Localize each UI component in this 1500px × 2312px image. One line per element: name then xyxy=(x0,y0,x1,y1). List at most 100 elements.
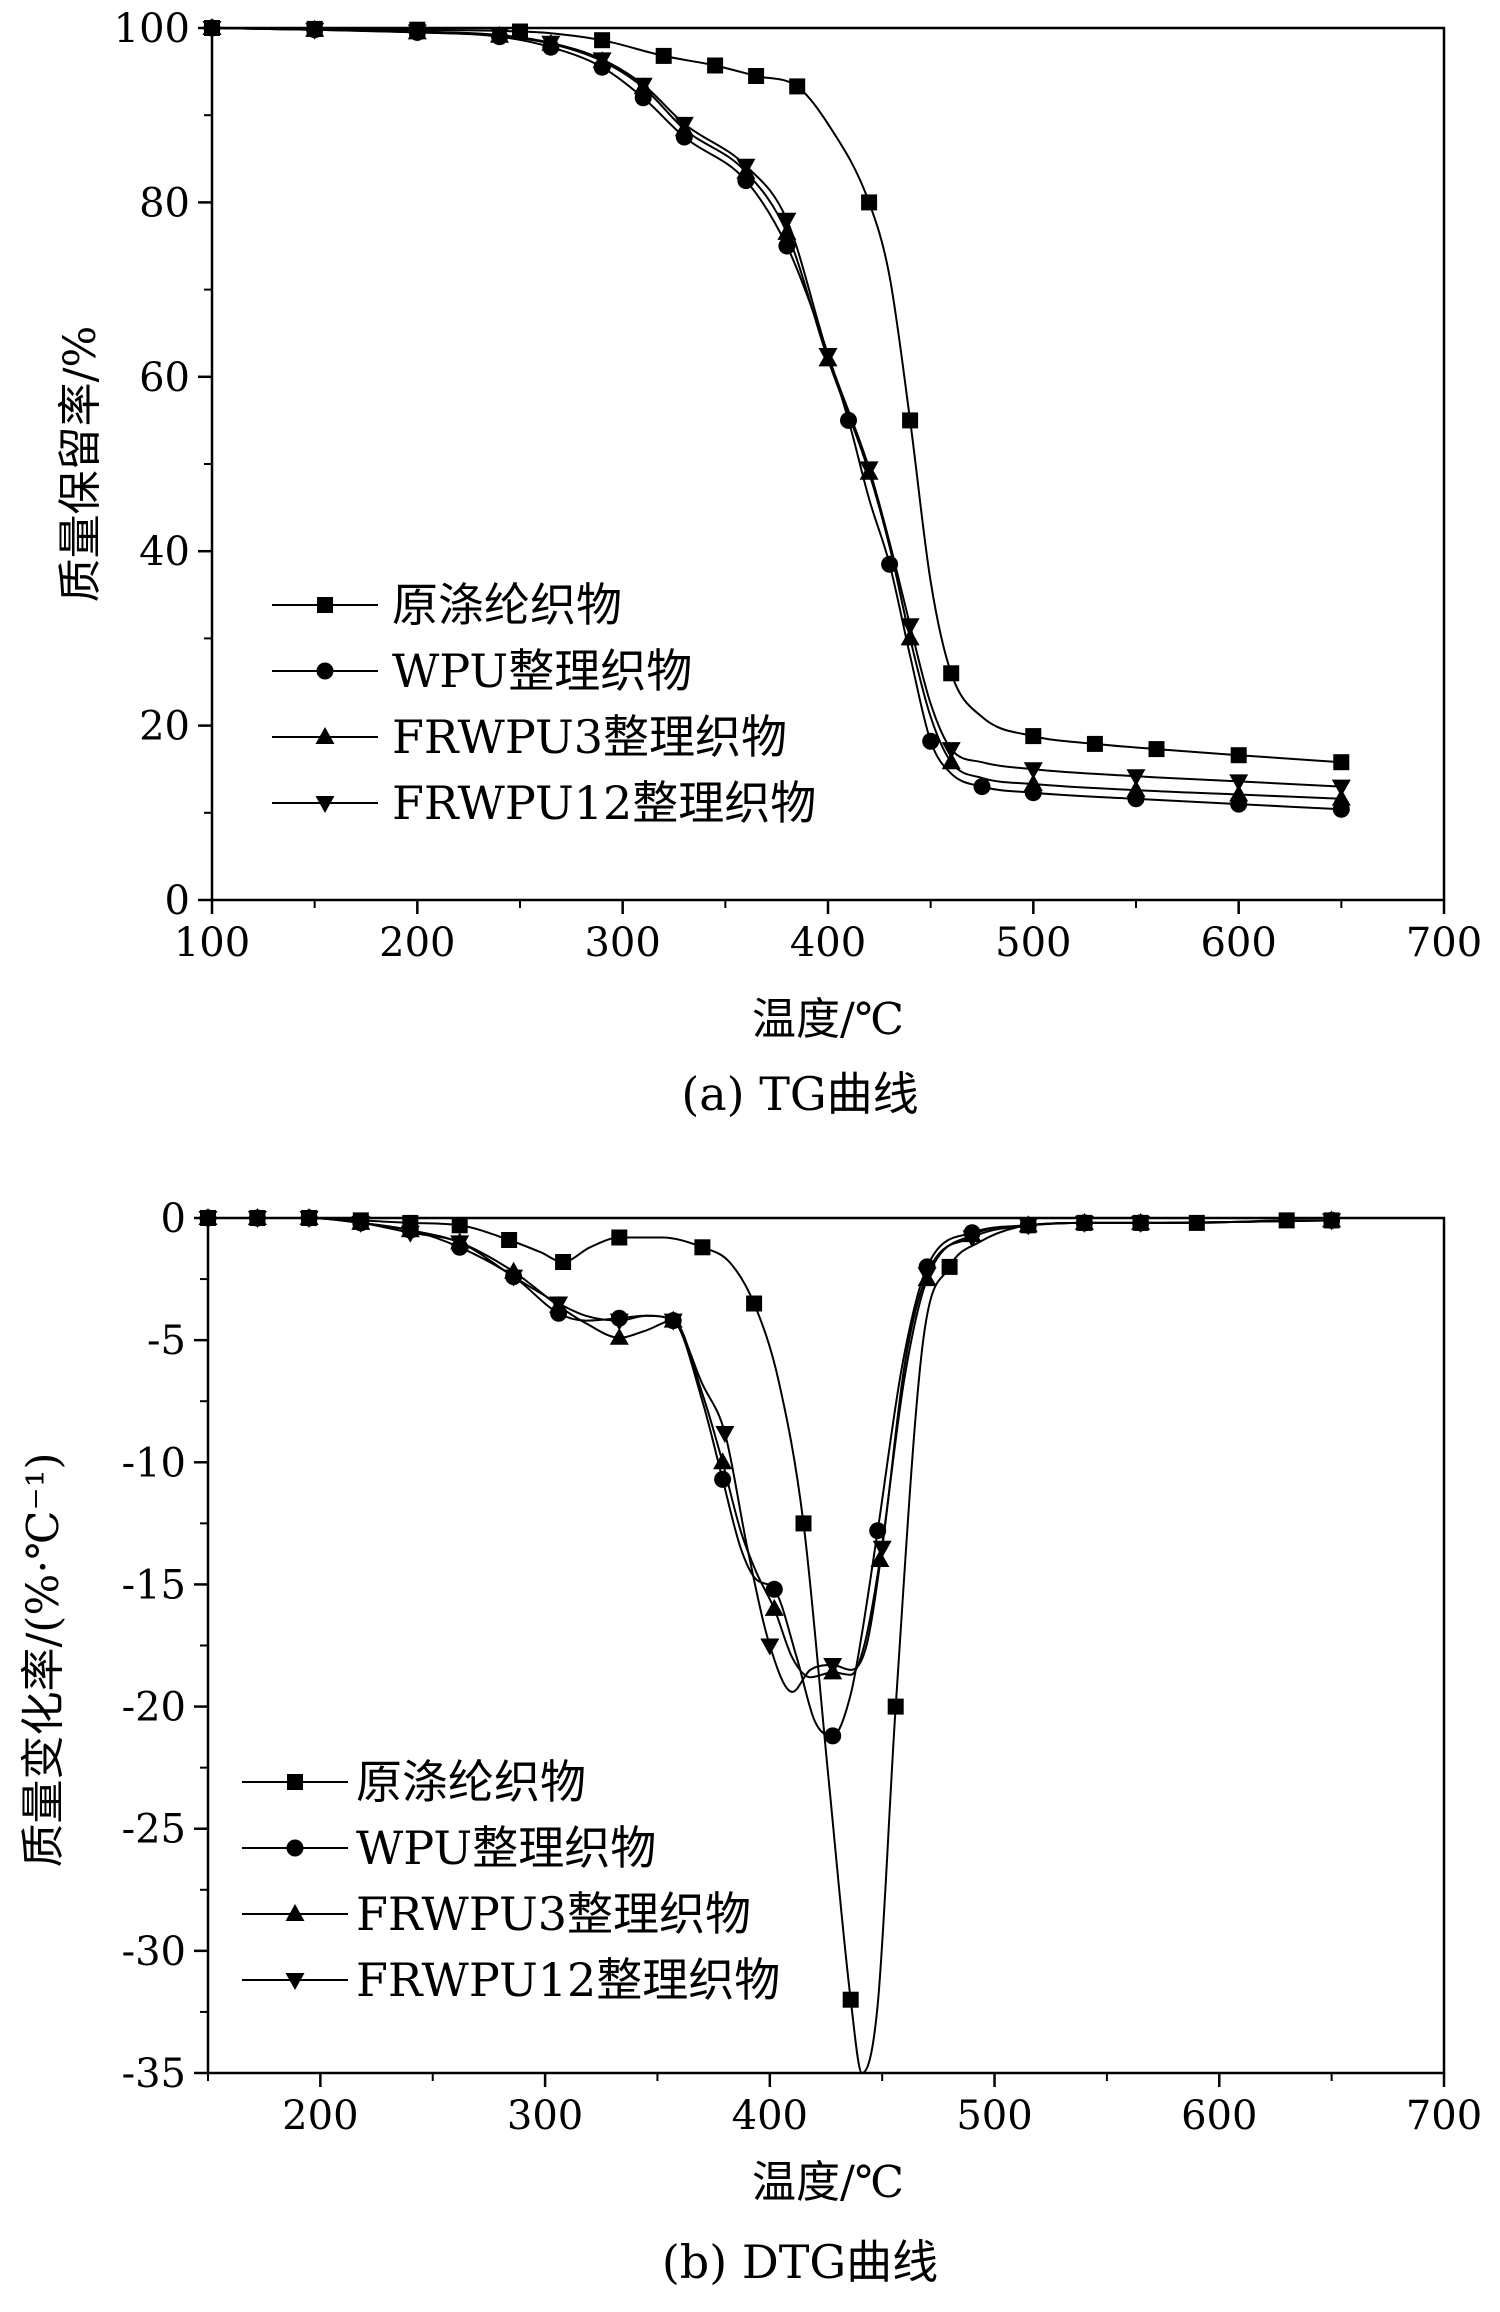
tg-legend-label: FRWPU12整理织物 xyxy=(392,776,816,830)
tg-legend-label: 原涤纶织物 xyxy=(392,578,622,632)
tg-x-tick-label: 300 xyxy=(584,920,660,966)
tg-y-tick-label: 80 xyxy=(139,180,190,226)
dtg-legend-label: WPU整理织物 xyxy=(356,1821,656,1875)
dtg-series-3 xyxy=(198,1211,1342,1693)
tg-data-point xyxy=(789,78,806,95)
tg-data-point xyxy=(1333,754,1350,771)
tg-series-3 xyxy=(202,21,1351,797)
tg-y-tick-label: 100 xyxy=(114,6,190,52)
dtg-data-point xyxy=(451,1217,468,1234)
dtg-plot-frame xyxy=(206,1216,1446,2075)
tg-y-tick-labels: 0 20 40 60 80 100 xyxy=(114,6,190,924)
tg-data-point xyxy=(1086,735,1103,752)
tg-y-tick-label: 20 xyxy=(139,704,190,750)
tg-legend-marker-circle xyxy=(316,662,334,680)
dtg-y-tick-labels: 0 -5 -10 -15 -20 -25 -30 -35 xyxy=(122,1196,186,2097)
dtg-y-tick-label: -35 xyxy=(122,2051,186,2097)
tg-data-point xyxy=(1331,779,1351,797)
dtg-legend-entry-1: WPU整理织物 xyxy=(242,1821,656,1875)
tg-x-tick-label: 600 xyxy=(1200,920,1276,966)
tg-tick-marks xyxy=(198,26,1446,914)
tg-series-line xyxy=(211,27,1342,764)
tg-data-point xyxy=(861,194,878,211)
dtg-y-tick-label: -10 xyxy=(122,1440,186,1486)
tg-series-line xyxy=(211,27,1342,811)
tg-data-point xyxy=(655,47,672,64)
dtg-series-2 xyxy=(198,1208,1342,1680)
tg-data-point xyxy=(1229,774,1249,792)
tg-y-tick-label: 60 xyxy=(139,355,190,401)
tg-plot-frame xyxy=(210,26,1446,902)
tg-data-point xyxy=(1025,728,1042,745)
dtg-legend-entry-0: 原涤纶织物 xyxy=(242,1755,586,1809)
tg-x-tick-label: 500 xyxy=(995,920,1071,966)
dtg-x-tick-label: 400 xyxy=(732,2093,808,2139)
tg-series-1 xyxy=(203,19,1350,818)
dtg-legend-entry-3: FRWPU12整理织物 xyxy=(242,1953,780,2007)
tg-legend-marker-square xyxy=(317,597,333,613)
tg-legend-entry-3: FRWPU12整理织物 xyxy=(272,776,816,830)
tg-y-tick-label: 40 xyxy=(139,529,190,575)
tg-x-tick-labels: 100 200 300 400 500 600 700 xyxy=(174,920,1482,966)
dtg-legend-marker-square xyxy=(287,1774,303,1790)
tg-data-point xyxy=(594,32,611,49)
tg-x-tick-label: 700 xyxy=(1406,920,1482,966)
tg-series-0 xyxy=(204,20,1350,771)
tg-legend-marker-triangle-down xyxy=(315,796,335,813)
tg-legend: 原涤纶织物 WPU整理织物 FRWPU3整理织物 FRWPU12整理织物 xyxy=(272,578,816,830)
dtg-data-point xyxy=(842,1991,859,2008)
dtg-legend-marker-triangle-down xyxy=(285,1973,305,1990)
tg-x-tick-label: 400 xyxy=(790,920,866,966)
dtg-y-tick-label: -30 xyxy=(122,1929,186,1975)
dtg-series-0 xyxy=(200,1210,1340,2075)
tg-legend-marker-triangle-up xyxy=(315,727,335,744)
tg-caption: (a) TG曲线 xyxy=(681,1067,918,1121)
dtg-x-tick-label: 200 xyxy=(282,2093,358,2139)
dtg-data-point xyxy=(824,1727,842,1745)
dtg-chart: 200 300 400 500 600 700 0 -5 -10 -15 -20 -25 -30 -35… xyxy=(18,1196,1482,2289)
dtg-data-point xyxy=(746,1295,763,1312)
tg-x-axis-title: 温度/℃ xyxy=(752,994,904,1045)
dtg-y-tick-label: -5 xyxy=(147,1318,186,1364)
tg-series-group xyxy=(202,18,1351,818)
dtg-x-tick-label: 700 xyxy=(1406,2093,1482,2139)
dtg-x-axis-title: 温度/℃ xyxy=(752,2157,904,2208)
dtg-caption: (b) DTG曲线 xyxy=(662,2235,938,2289)
dtg-data-point xyxy=(887,1698,904,1715)
dtg-data-point xyxy=(941,1258,958,1275)
dtg-y-tick-label: -25 xyxy=(122,1807,186,1853)
dtg-legend-label: FRWPU12整理织物 xyxy=(356,1953,780,2007)
dtg-data-point xyxy=(501,1232,518,1248)
tg-x-tick-label: 100 xyxy=(174,920,250,966)
dtg-data-point xyxy=(694,1239,711,1256)
dtg-legend-entry-2: FRWPU3整理织物 xyxy=(242,1887,751,1941)
dtg-legend-label: FRWPU3整理织物 xyxy=(356,1887,751,1941)
tg-data-point xyxy=(973,778,991,796)
dtg-tick-marks xyxy=(194,1216,1446,2087)
dtg-legend-label: 原涤纶织物 xyxy=(356,1755,586,1809)
dtg-series-line xyxy=(207,1217,1332,1737)
tg-data-point xyxy=(1126,769,1146,787)
dtg-y-tick-label: 0 xyxy=(161,1196,186,1242)
dtg-y-axis-title: 质量变化率/(%·℃⁻¹) xyxy=(18,1452,69,1867)
tg-data-point xyxy=(1230,747,1247,764)
tg-legend-entry-2: FRWPU3整理织物 xyxy=(272,710,787,764)
dtg-data-point xyxy=(760,1638,780,1656)
tg-legend-label: FRWPU3整理织物 xyxy=(392,710,787,764)
tg-data-point xyxy=(707,57,724,74)
tg-data-point xyxy=(777,212,797,230)
dtg-y-tick-label: -15 xyxy=(122,1562,186,1608)
dtg-series-line xyxy=(207,1217,1332,1693)
tg-data-point xyxy=(1148,741,1165,758)
tg-y-axis-title: 质量保留率/% xyxy=(55,326,106,603)
dtg-data-point xyxy=(795,1515,812,1532)
dtg-data-point xyxy=(715,1426,735,1443)
dtg-legend-marker-circle xyxy=(286,1839,304,1857)
tg-legend-entry-1: WPU整理织物 xyxy=(272,644,692,698)
dtg-x-tick-label: 500 xyxy=(956,2093,1032,2139)
dtg-x-tick-label: 300 xyxy=(507,2093,583,2139)
tg-legend-label: WPU整理织物 xyxy=(392,644,692,698)
dtg-data-point xyxy=(611,1229,628,1246)
